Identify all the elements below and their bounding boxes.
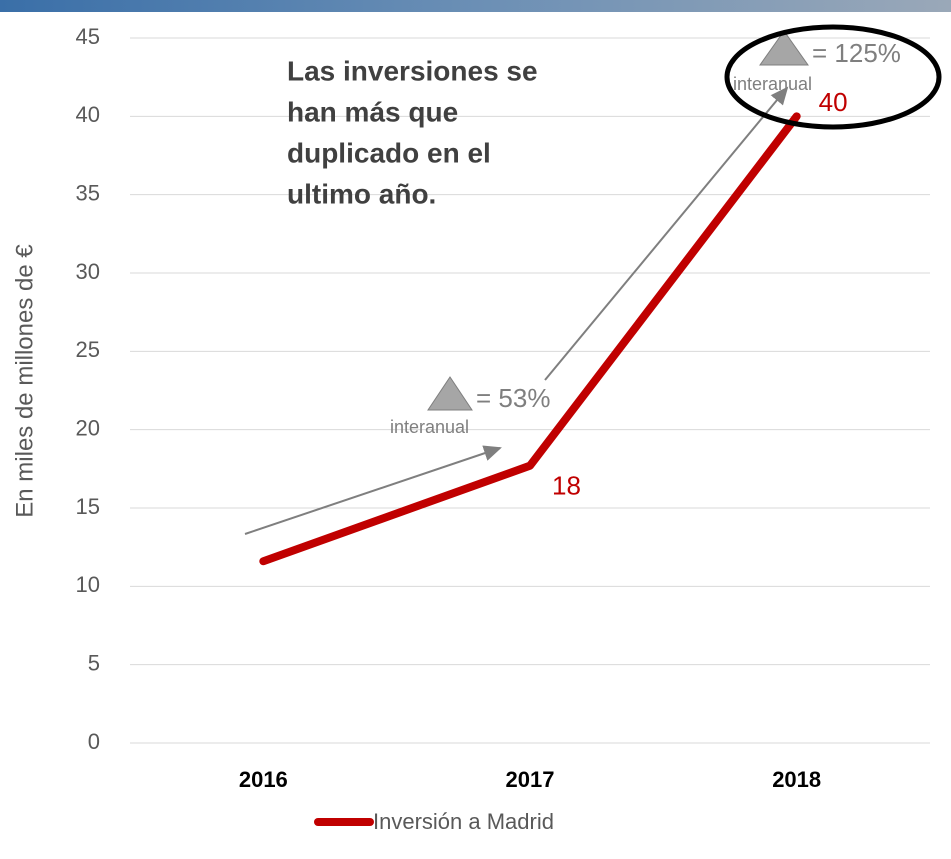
y-tick-label: 5	[88, 650, 100, 675]
annotation: = 125%	[812, 38, 901, 68]
arrow	[545, 88, 787, 380]
x-tick-label: 2018	[772, 767, 821, 792]
y-tick-label: 45	[76, 24, 100, 49]
delta-icon	[428, 377, 472, 410]
y-tick-label: 15	[76, 494, 100, 519]
annotation-note: interanual	[733, 74, 812, 94]
x-tick-label: 2016	[239, 767, 288, 792]
y-tick-label: 20	[76, 415, 100, 440]
y-tick-label: 40	[76, 102, 100, 127]
chart: 0 5 10 15 20 25 30 35 40 45 2016 2017 2018 En miles …	[0, 0, 951, 859]
annotation: = 53%	[476, 383, 550, 413]
headline-line: duplicado en el	[287, 137, 491, 168]
legend-label: Inversión a Madrid	[373, 809, 554, 834]
annotation-note: interanual	[390, 417, 469, 437]
legend: Inversión a Madrid	[318, 809, 554, 834]
y-tick-label: 30	[76, 259, 100, 284]
headline-line: Las inversiones se	[287, 55, 538, 86]
headline-line: ultimo año.	[287, 178, 436, 209]
y-tick-label: 25	[76, 337, 100, 362]
headline: Las inversiones se han más que duplicado e…	[287, 55, 538, 209]
header-band	[0, 0, 951, 12]
data-label: 18	[552, 471, 581, 501]
headline-line: han más que	[287, 96, 458, 127]
y-axis-label: En miles de millones de €	[11, 244, 38, 518]
y-tick-label: 0	[88, 729, 100, 754]
y-tick-label: 10	[76, 572, 100, 597]
y-tick-label: 35	[76, 180, 100, 205]
data-label: 40	[819, 87, 848, 117]
x-tick-label: 2017	[506, 767, 555, 792]
